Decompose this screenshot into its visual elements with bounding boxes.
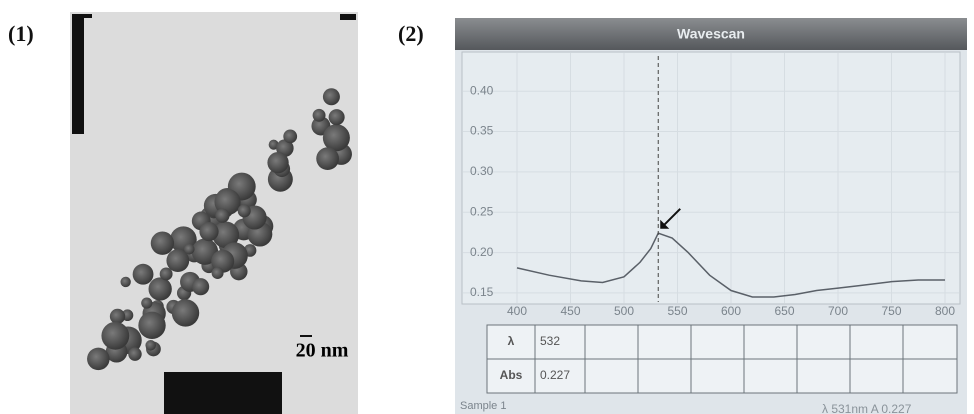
table-cell bbox=[850, 359, 903, 393]
table-cell bbox=[585, 359, 638, 393]
scale-bar-label: 20 nm bbox=[296, 340, 349, 362]
particle bbox=[199, 222, 218, 241]
y-tick-label: 0.40 bbox=[470, 83, 494, 97]
x-tick-label: 650 bbox=[774, 304, 794, 318]
table-cell bbox=[638, 325, 691, 359]
panel-label: (1) bbox=[8, 21, 34, 46]
particle bbox=[133, 264, 154, 285]
particle bbox=[212, 267, 224, 279]
y-tick-label: 0.35 bbox=[470, 124, 494, 138]
y-tick-label: 0.15 bbox=[470, 285, 494, 299]
y-tick-label: 0.20 bbox=[470, 245, 494, 259]
table-cell bbox=[797, 359, 850, 393]
x-tick-label: 400 bbox=[507, 304, 527, 318]
table-cell bbox=[744, 359, 797, 393]
panel-label: (2) bbox=[398, 21, 424, 46]
particle bbox=[323, 124, 350, 151]
particle bbox=[138, 312, 165, 339]
particle bbox=[166, 249, 189, 272]
particle bbox=[101, 322, 129, 350]
particle bbox=[192, 278, 209, 295]
particle bbox=[145, 340, 156, 351]
x-tick-label: 800 bbox=[935, 304, 955, 318]
x-tick-label: 750 bbox=[881, 304, 901, 318]
particle bbox=[329, 109, 345, 125]
x-tick-label: 500 bbox=[614, 304, 634, 318]
x-tick-label: 550 bbox=[667, 304, 687, 318]
cell-value: 532 bbox=[540, 334, 560, 348]
y-tick-label: 0.30 bbox=[470, 164, 494, 178]
footer-left: Sample 1 bbox=[460, 400, 506, 412]
x-tick-label: 450 bbox=[560, 304, 580, 318]
figure: (1) 20 nm (2) Wavescan Sample 1 λ 531nm … bbox=[0, 0, 974, 414]
table-cell bbox=[691, 325, 744, 359]
particle bbox=[172, 299, 199, 326]
particle bbox=[128, 347, 141, 360]
table-cell bbox=[691, 359, 744, 393]
particle bbox=[110, 309, 125, 324]
table-cell bbox=[585, 325, 638, 359]
particle bbox=[313, 109, 326, 122]
particle bbox=[215, 209, 229, 223]
particle bbox=[141, 297, 152, 308]
table-cell bbox=[744, 325, 797, 359]
table-cell bbox=[850, 325, 903, 359]
particle bbox=[283, 130, 297, 144]
particle bbox=[120, 277, 130, 287]
particle bbox=[238, 204, 251, 217]
footer-right: λ 531nm A 0.227 bbox=[822, 402, 912, 414]
cell-value: 0.227 bbox=[540, 368, 570, 382]
table-cell bbox=[797, 325, 850, 359]
particle bbox=[151, 232, 174, 255]
row-label: λ bbox=[508, 334, 515, 348]
y-tick-label: 0.25 bbox=[470, 204, 494, 218]
particle bbox=[323, 88, 340, 105]
row-label: Abs bbox=[500, 368, 523, 382]
table-cell bbox=[903, 359, 957, 393]
x-tick-label: 600 bbox=[721, 304, 741, 318]
screen-title: Wavescan bbox=[677, 26, 745, 42]
particle bbox=[267, 152, 288, 173]
table-cell bbox=[903, 325, 957, 359]
table-cell bbox=[638, 359, 691, 393]
particle bbox=[316, 147, 339, 170]
x-tick-label: 700 bbox=[828, 304, 848, 318]
particle bbox=[87, 348, 110, 371]
particle bbox=[149, 277, 172, 300]
